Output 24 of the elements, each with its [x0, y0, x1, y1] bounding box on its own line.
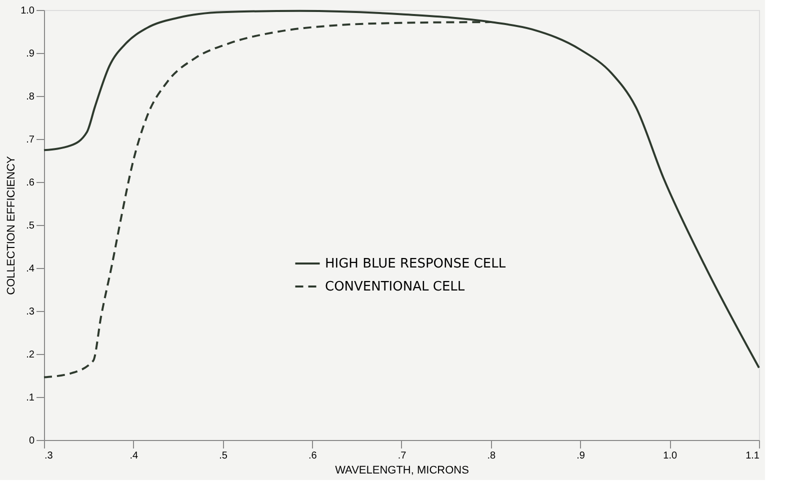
x-tick-label: .7 [398, 450, 407, 462]
x-tick-label: .8 [487, 450, 496, 462]
y-tick-label: .5 [26, 220, 35, 232]
y-tick-label: 0 [28, 436, 35, 446]
y-tick-label: .1 [26, 392, 35, 404]
x-tick-label: .5 [219, 450, 228, 462]
y-tick-label: .8 [26, 92, 35, 102]
y-axis-title: COLLECTION EFFICIENCY [6, 155, 18, 295]
legend-label: CONVENTIONAL CELL [325, 280, 466, 294]
x-tick-label: 1.1 [746, 450, 760, 462]
y-tick-label: .7 [26, 134, 35, 146]
y-tick-label: 1.0 [20, 6, 35, 16]
y-tick-label: .4 [26, 264, 35, 274]
x-axis-title: WAVELENGTH, MICRONS [335, 464, 469, 476]
x-tick-label: 1.0 [663, 450, 678, 462]
y-tick-label: .6 [26, 178, 35, 188]
y-tick-label: .2 [26, 350, 35, 360]
legend-label: HIGH BLUE RESPONSE CELL [325, 256, 506, 272]
x-tick-label: .9 [576, 450, 586, 462]
y-tick-label: .9 [26, 48, 35, 60]
x-tick-label: .3 [44, 450, 54, 462]
y-tick-label: .3 [26, 306, 35, 318]
x-tick-label: .6 [308, 450, 318, 462]
x-tick-label: .4 [130, 450, 138, 462]
